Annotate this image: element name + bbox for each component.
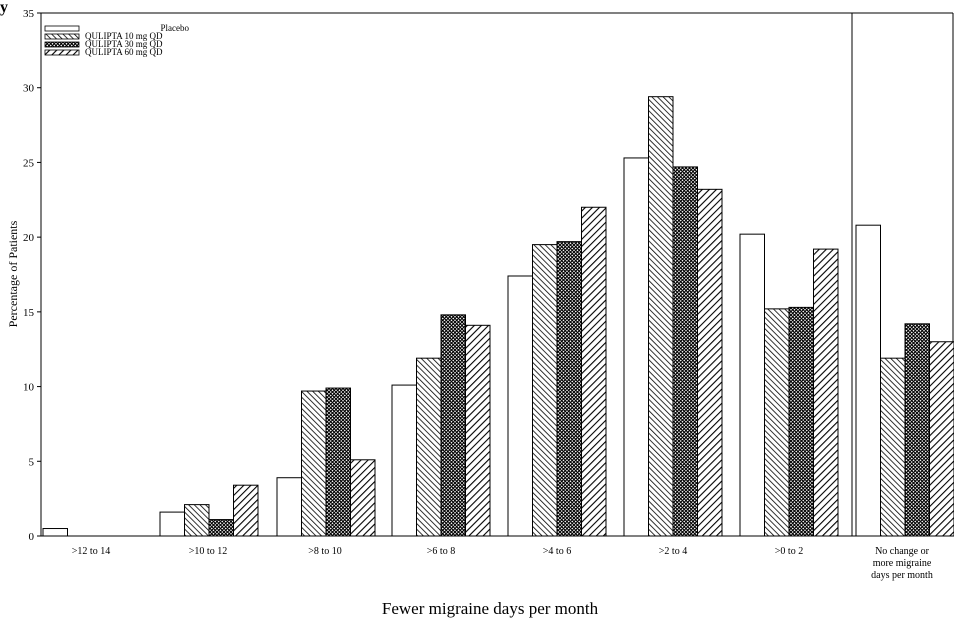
legend-label-60mg: QULIPTA 60 mg QD	[85, 47, 163, 57]
legend-item-10mg: QULIPTA 10 mg QD	[44, 31, 163, 41]
y-tick-label: 20	[23, 232, 35, 244]
bar-10mg-cat-4	[416, 357, 442, 537]
bar-10mg-cat-5	[532, 244, 558, 537]
bar-60mg-cat-3	[350, 459, 376, 537]
bars	[42, 96, 954, 537]
bar-placebo-cat-8	[855, 224, 881, 537]
top-fragment-text: y	[0, 0, 8, 16]
bar-10mg-cat-2	[184, 504, 210, 537]
x-tick-label: >0 to 2	[775, 546, 803, 557]
legend-label-30mg: QULIPTA 30 mg QD	[85, 39, 163, 49]
bar-30mg-cat-5	[556, 241, 582, 537]
bar-60mg-cat-4	[465, 324, 491, 537]
y-tick-label: 10	[23, 382, 35, 394]
x-tick-label: >8 to 10	[308, 546, 341, 557]
bar-placebo-cat-1	[42, 528, 68, 537]
bar-30mg-cat-2	[208, 519, 234, 537]
bar-10mg-cat-3	[301, 390, 327, 537]
y-tick-label: 25	[23, 157, 35, 169]
bar-30mg-cat-7	[788, 306, 814, 537]
x-tick-label: >2 to 4	[659, 546, 687, 557]
x-axis-labels: >12 to 14 >10 to 12 >8 to 10 >6 to 8 >4 to 6…	[72, 546, 933, 581]
y-tick-label: 5	[29, 456, 35, 468]
x-tick-label: No change or more migraine days per month	[871, 546, 933, 581]
legend-swatch-60mg	[44, 49, 80, 56]
bar-60mg-cat-8	[929, 341, 954, 537]
bar-30mg-cat-6	[672, 166, 698, 537]
bar-30mg-cat-8	[904, 323, 930, 537]
y-tick-label: 0	[29, 531, 35, 543]
bar-60mg-cat-5	[581, 206, 607, 537]
bar-60mg-cat-2	[233, 484, 259, 537]
legend-item-60mg: QULIPTA 60 mg QD	[44, 47, 163, 57]
legend-swatch-placebo	[44, 25, 80, 32]
legend-swatch-30mg	[44, 41, 80, 48]
y-axis: 0 5 10 15 20 25 30 35	[23, 8, 41, 543]
legend: Placebo QULIPTA 10 mg QD QULIPTA 30 mg Q…	[44, 23, 190, 57]
y-tick-label: 30	[23, 83, 35, 95]
bar-60mg-cat-7	[813, 248, 839, 537]
bar-10mg-cat-6	[648, 96, 674, 537]
y-tick-label: 35	[23, 8, 35, 20]
bar-placebo-cat-4	[391, 384, 417, 537]
bar-placebo-cat-5	[507, 275, 533, 537]
legend-label-10mg: QULIPTA 10 mg QD	[85, 31, 163, 41]
legend-item-placebo: Placebo	[44, 23, 190, 33]
legend-label-placebo: Placebo	[161, 23, 190, 33]
bar-30mg-cat-3	[325, 387, 351, 537]
bar-30mg-cat-4	[440, 314, 466, 537]
x-tick-label: >12 to 14	[72, 546, 110, 557]
legend-swatch-10mg	[44, 33, 80, 40]
y-axis-title: Percentage of Patients	[6, 220, 20, 327]
bar-60mg-cat-6	[697, 188, 723, 537]
bar-10mg-cat-7	[764, 308, 790, 537]
x-tick-label: >10 to 12	[189, 546, 227, 557]
bar-placebo-cat-6	[623, 157, 649, 537]
x-tick-label: >4 to 6	[543, 546, 571, 557]
bar-placebo-cat-2	[159, 511, 185, 537]
x-tick-label: >6 to 8	[427, 546, 455, 557]
y-tick-label: 15	[23, 307, 35, 319]
bar-placebo-cat-3	[276, 477, 302, 537]
bar-10mg-cat-8	[880, 357, 906, 537]
legend-item-30mg: QULIPTA 30 mg QD	[44, 39, 163, 49]
bar-placebo-cat-7	[739, 233, 765, 537]
x-axis-title: Fewer migraine days per month	[382, 599, 599, 618]
